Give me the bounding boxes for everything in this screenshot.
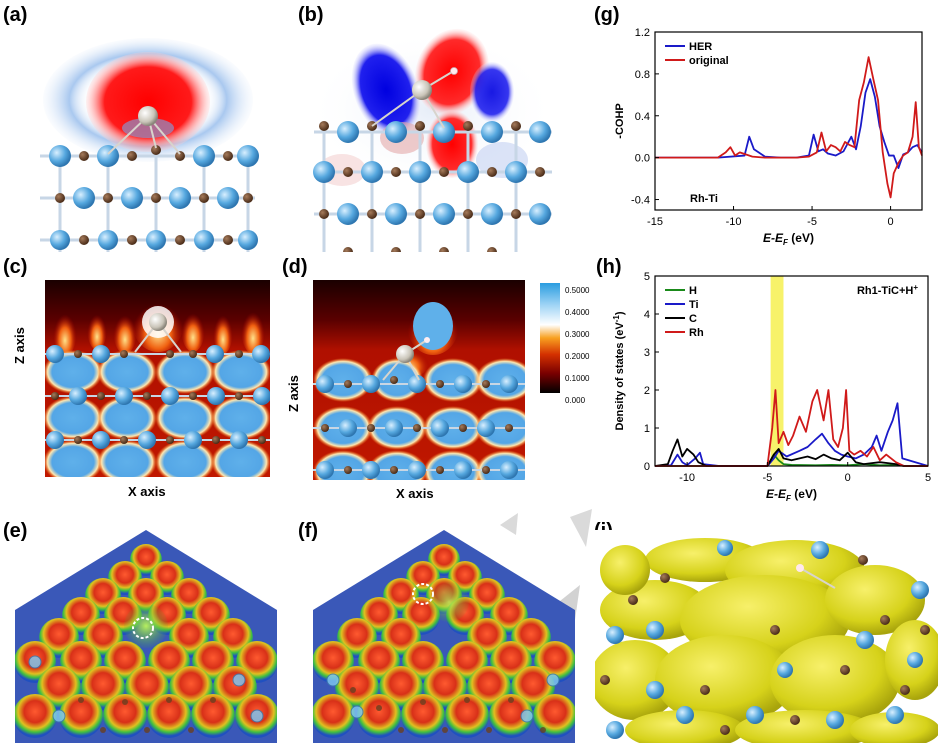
x-tick-label: 0	[845, 472, 851, 484]
panel-e-potential-surface	[15, 530, 277, 743]
legend-entry: original	[689, 55, 729, 67]
panel-label-d: (d)	[282, 256, 308, 278]
panel-c-elf-map	[45, 280, 270, 477]
panel-label-h: (h)	[596, 256, 622, 278]
series-line-original	[655, 56, 923, 199]
plot-frame	[654, 31, 923, 211]
x-tick-label: -10	[726, 216, 742, 228]
y-tick-label: 4	[644, 309, 650, 321]
panel-g-cohp-chart: -15 -10 -5 0 -0.4 0.0 0.4 0.8 1.2 HER original E-EF…	[614, 27, 923, 247]
panel-label-f: (f)	[298, 520, 318, 542]
y-tick-label: 0.0	[635, 153, 650, 165]
legend-entry: Rh	[689, 327, 704, 339]
y-tick-label: 0.4	[635, 111, 650, 123]
elf-colorbar-ticks: 0.5000 0.4000 0.3000 0.2000 0.1000 0.000	[565, 280, 605, 413]
x-tick-label: -15	[647, 216, 663, 228]
legend-entry: H	[689, 285, 697, 297]
panel-label-e: (e)	[3, 520, 28, 542]
series-line-c	[654, 438, 928, 467]
panel-label-a: (a)	[3, 4, 28, 26]
legend-entry: C	[689, 313, 697, 325]
elf-colorbar	[540, 283, 560, 393]
panel-label-c: (c)	[3, 256, 28, 278]
series-line-rh	[655, 389, 928, 467]
colorbar-tick: 0.2000	[565, 352, 590, 362]
panel-h-dos-chart: -10 -5 0 5 0 1 2 3 4 5 H Ti C Rh E-EF (eV) Density of s…	[612, 271, 931, 503]
x-tick-label: -5	[807, 216, 817, 228]
panel-b-charge-density	[307, 28, 557, 252]
colorbar-tick: 0.1000	[565, 374, 590, 384]
colorbar-tick: 0.000	[565, 396, 586, 406]
panel-d-elf-map	[313, 280, 525, 480]
colorbar-tick: 0.5000	[565, 286, 590, 295]
y-tick-label: 1	[644, 423, 650, 435]
panel-c-z-axis-label: Z axis	[12, 327, 27, 364]
x-tick-label: 0	[888, 216, 894, 228]
x-tick-label: 5	[925, 472, 931, 484]
panel-d-z-axis-label: Z axis	[286, 375, 301, 412]
panel-d-x-axis-label: X axis	[396, 486, 434, 501]
panel-c-x-axis-label: X axis	[128, 484, 166, 499]
panel-i-isosurface	[595, 530, 938, 743]
y-axis-label: Density of states (eV-1)	[612, 311, 626, 430]
panel-label-b: (b)	[298, 4, 324, 26]
y-tick-label: 2	[644, 385, 650, 397]
x-axis-label: E-EF (eV)	[766, 487, 817, 503]
panel-f-potential-surface	[313, 530, 575, 743]
annotation-rh-ti: Rh-Ti	[690, 193, 718, 205]
x-axis-label: E-EF (eV)	[763, 231, 814, 247]
panel-label-g: (g)	[594, 4, 620, 26]
x-tick-label: -10	[679, 472, 695, 484]
colorbar-tick: 0.4000	[565, 308, 590, 318]
series-line-ti	[654, 402, 929, 467]
y-tick-label: 3	[644, 347, 650, 359]
y-tick-label: 0	[644, 461, 650, 473]
annotation-rh1-tic-h: Rh1-TiC+H+	[857, 283, 918, 297]
legend-entry: HER	[689, 41, 712, 53]
y-axis-label: -COHP	[614, 103, 626, 138]
x-tick-label: -5	[763, 472, 773, 484]
panel-a-charge-density	[40, 38, 259, 252]
legend-entry: Ti	[689, 299, 699, 311]
plot-frame	[654, 275, 929, 467]
y-tick-label: 0.8	[635, 69, 650, 81]
y-tick-label: 1.2	[635, 27, 650, 39]
y-tick-label: 5	[644, 271, 650, 283]
series-line-her	[655, 78, 923, 170]
colorbar-tick: 0.3000	[565, 330, 590, 340]
y-tick-label: -0.4	[631, 195, 650, 207]
